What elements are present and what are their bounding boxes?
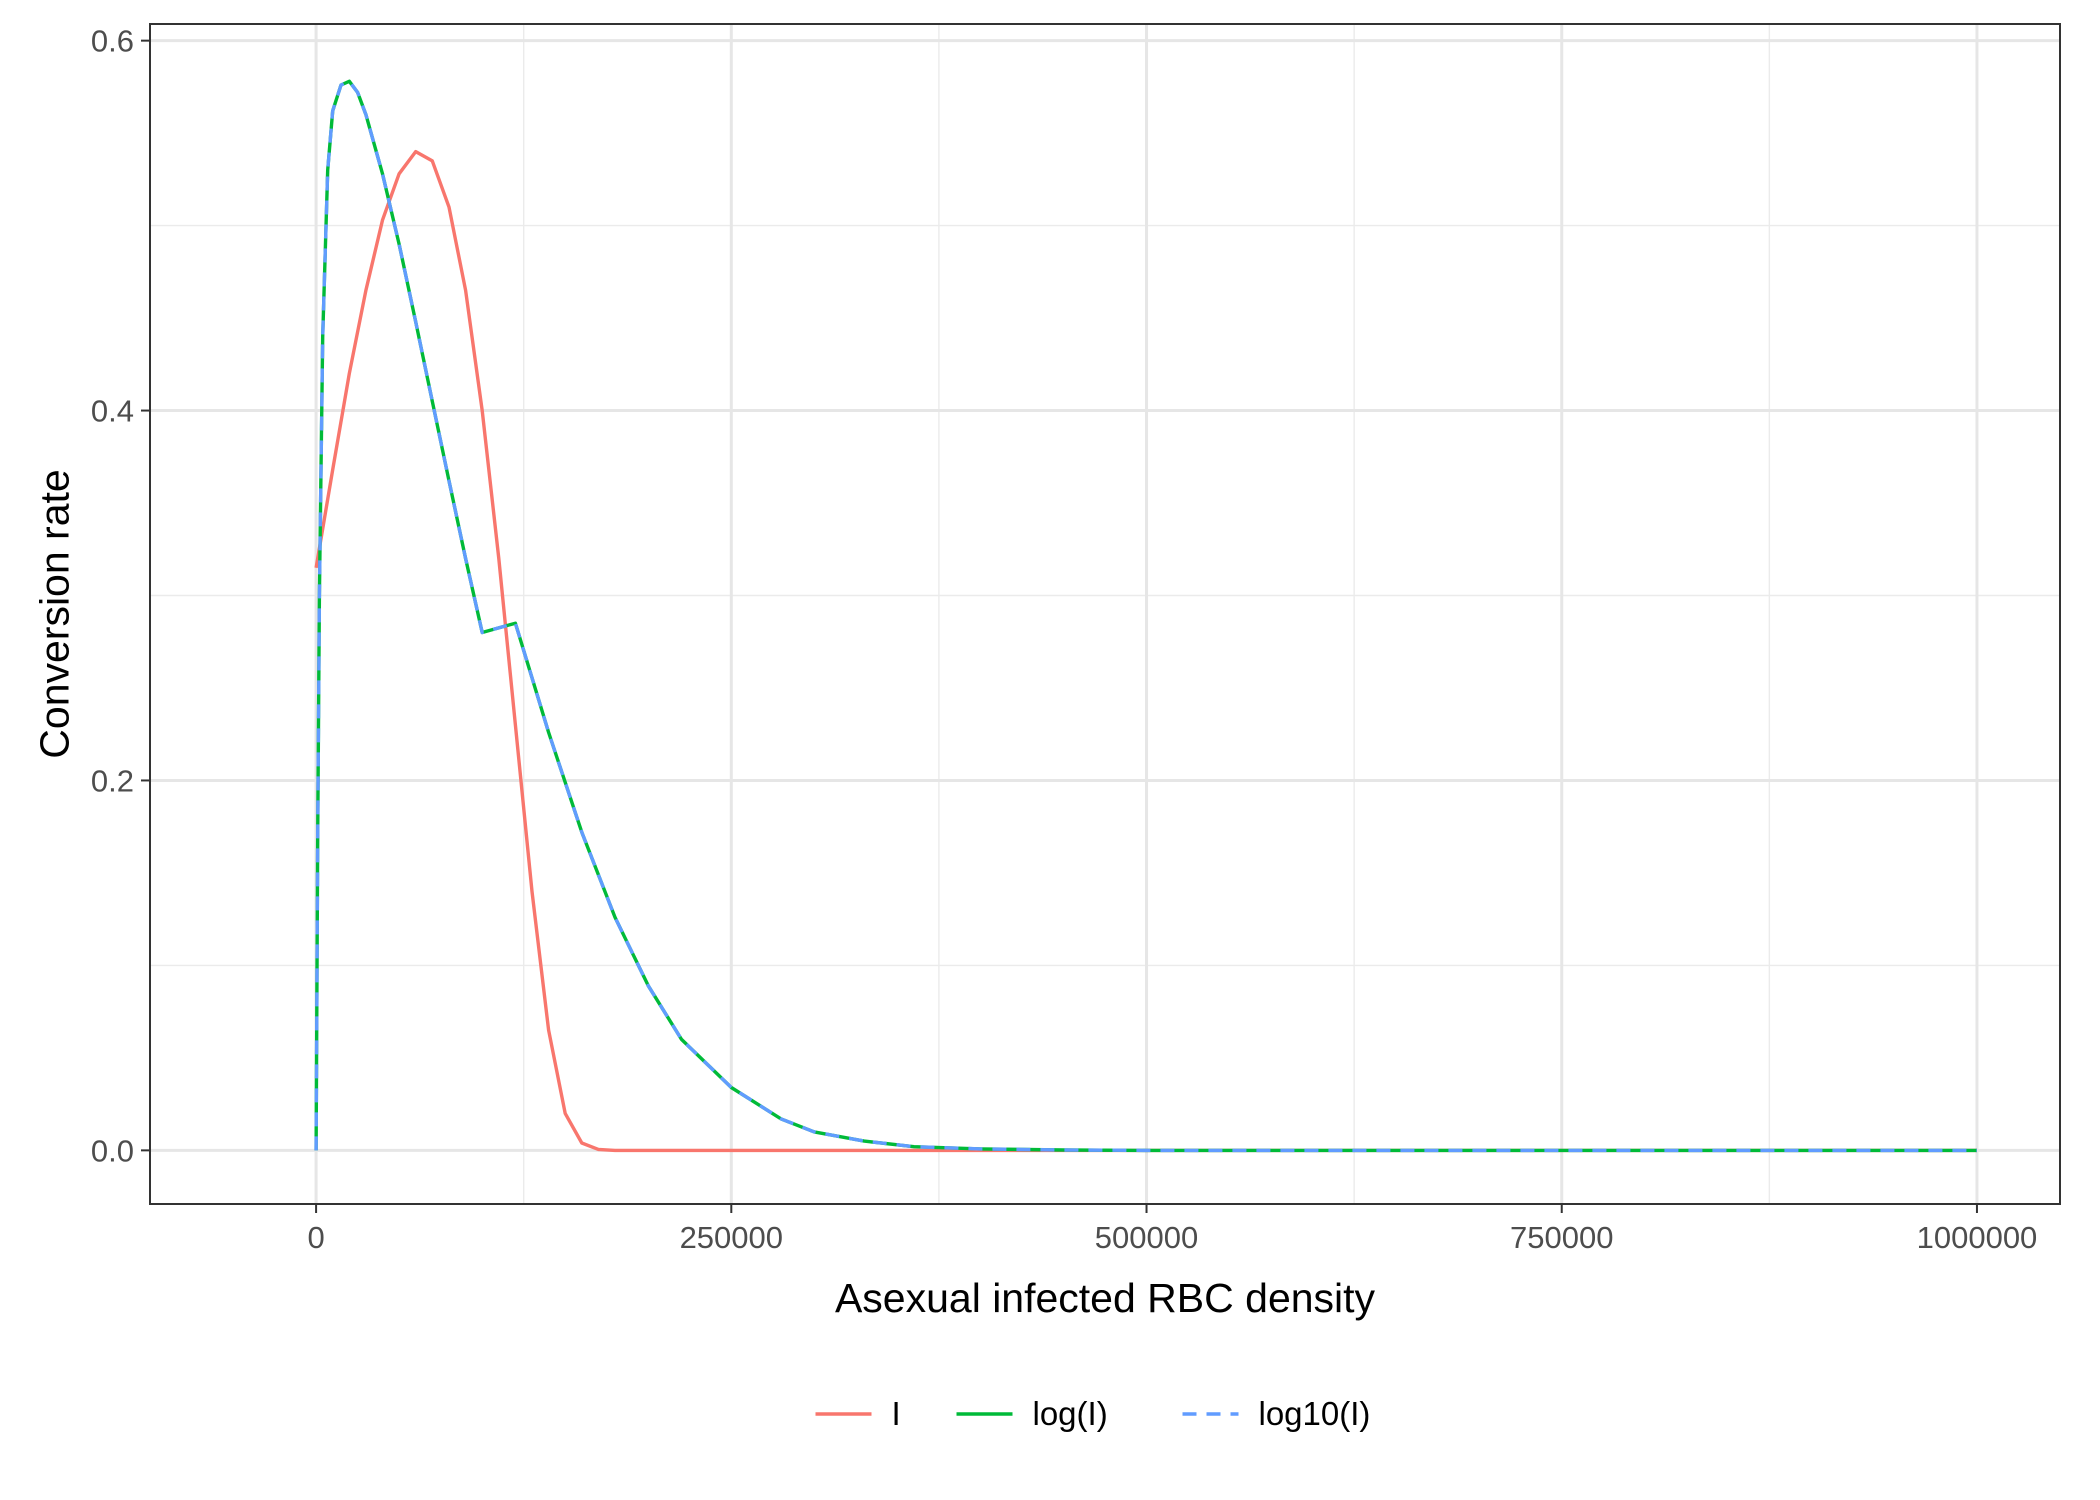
x-axis-title: Asexual infected RBC density <box>835 1275 1376 1321</box>
y-tick-label: 0.4 <box>91 394 134 429</box>
y-tick-label: 0.0 <box>91 1133 134 1168</box>
y-axis-title: Conversion rate <box>31 469 77 758</box>
y-tick-label: 0.2 <box>91 763 134 798</box>
legend-label: log(I) <box>1033 1395 1108 1432</box>
x-tick-label: 500000 <box>1095 1220 1198 1255</box>
x-tick-label: 0 <box>307 1220 324 1255</box>
x-tick-label: 250000 <box>680 1220 783 1255</box>
x-tick-label: 1000000 <box>1917 1220 2038 1255</box>
legend-label: I <box>892 1395 901 1432</box>
panel-border <box>149 23 2061 1205</box>
series-layer <box>314 79 1977 1153</box>
series-line <box>314 79 1977 1153</box>
axis-layer: 0 250000 500000 750000 1000000 0.0 0.2 0.4 0.6 <box>91 24 2037 1255</box>
grid-layer <box>150 24 2060 1204</box>
x-tick-label: 750000 <box>1510 1220 1613 1255</box>
y-tick-label: 0.6 <box>91 24 134 59</box>
legend-label: log10(I) <box>1259 1395 1371 1432</box>
